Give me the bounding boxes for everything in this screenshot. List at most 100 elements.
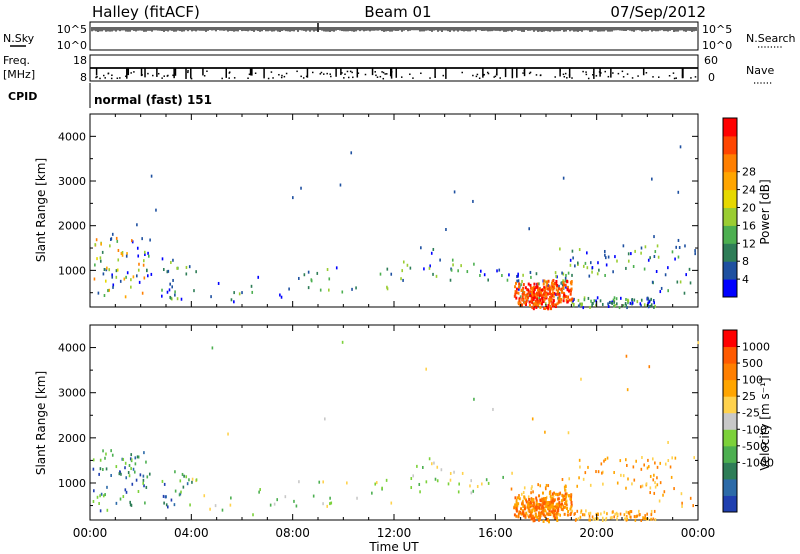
data-cell xyxy=(476,485,479,489)
data-cell xyxy=(650,297,652,301)
nave-point xyxy=(285,72,288,75)
data-cell xyxy=(531,417,534,421)
data-cell xyxy=(257,275,260,279)
nave-point xyxy=(267,77,270,80)
data-cell xyxy=(122,457,125,461)
colorbar-segment xyxy=(723,495,737,513)
data-cell xyxy=(625,486,627,490)
data-cell xyxy=(555,492,558,496)
colorbar-tick-label: 8 xyxy=(742,255,749,268)
data-cell xyxy=(538,517,541,521)
data-cell xyxy=(176,266,178,270)
data-cell xyxy=(521,502,523,506)
data-cell xyxy=(562,279,564,283)
data-cell xyxy=(614,512,616,516)
data-cell xyxy=(600,462,603,466)
data-cell xyxy=(644,517,647,521)
data-cell xyxy=(664,462,667,466)
data-cell xyxy=(472,489,475,493)
data-cell xyxy=(561,271,563,275)
data-cell xyxy=(531,293,534,297)
data-cell xyxy=(571,273,573,277)
data-cell xyxy=(607,305,610,309)
data-cell xyxy=(548,301,551,305)
data-cell xyxy=(191,477,194,481)
data-cell xyxy=(591,302,594,306)
data-cell xyxy=(183,474,185,478)
data-cell xyxy=(553,499,556,503)
data-cell xyxy=(548,509,551,513)
data-cell xyxy=(182,485,185,489)
data-cell xyxy=(472,199,474,203)
data-cell xyxy=(522,514,525,518)
data-cell xyxy=(535,508,538,512)
data-cell xyxy=(429,264,431,268)
data-cell xyxy=(591,515,594,519)
data-cell xyxy=(558,284,560,288)
data-cell xyxy=(555,506,558,510)
data-cell xyxy=(529,283,532,287)
nave-point xyxy=(554,76,556,78)
data-cell xyxy=(112,283,115,287)
nave-point xyxy=(119,77,121,79)
data-cell xyxy=(530,286,533,290)
data-cell xyxy=(627,301,629,305)
data-cell xyxy=(533,282,536,286)
nave-point xyxy=(539,74,542,76)
data-cell xyxy=(595,303,597,307)
data-cell xyxy=(562,504,565,508)
data-cell xyxy=(524,515,527,519)
data-cell xyxy=(653,509,656,513)
data-cell xyxy=(639,302,642,306)
data-cell xyxy=(526,505,529,509)
data-cell xyxy=(645,482,648,486)
data-cell xyxy=(614,304,616,308)
data-cell xyxy=(130,467,132,471)
data-cell xyxy=(534,507,536,511)
data-cell xyxy=(96,495,99,499)
nave-point xyxy=(562,73,565,76)
data-cell xyxy=(635,459,637,463)
data-cell xyxy=(534,301,537,305)
data-cell xyxy=(596,296,599,300)
data-cell xyxy=(641,484,644,488)
data-cell xyxy=(528,227,531,231)
beam-title: Beam 01 xyxy=(364,3,431,21)
data-cell xyxy=(653,473,655,477)
data-cell xyxy=(624,302,627,306)
data-cell xyxy=(457,269,459,273)
data-cell xyxy=(544,500,547,504)
data-cell xyxy=(647,517,649,521)
data-cell xyxy=(603,510,606,514)
data-cell xyxy=(547,520,550,524)
colorbar-segment xyxy=(723,207,737,226)
data-cell xyxy=(650,513,653,517)
data-cell xyxy=(624,517,626,521)
data-cell xyxy=(546,292,549,296)
nave-point xyxy=(206,70,208,73)
data-cell xyxy=(541,491,544,495)
colorbar-segment xyxy=(723,429,737,447)
data-cell xyxy=(165,495,167,499)
colorbar-segment xyxy=(723,189,737,208)
data-cell xyxy=(147,254,150,258)
data-cell xyxy=(551,281,554,285)
data-cell xyxy=(563,295,566,299)
data-cell xyxy=(568,477,571,481)
data-cell xyxy=(543,298,546,302)
data-cell xyxy=(521,502,524,506)
nave-point xyxy=(254,72,257,74)
data-cell xyxy=(523,290,526,294)
data-cell xyxy=(214,504,217,508)
colorbar-segment xyxy=(723,261,737,280)
nave-point xyxy=(326,72,328,75)
nave-point xyxy=(592,71,595,73)
data-cell xyxy=(556,302,559,306)
data-cell xyxy=(569,263,572,267)
data-cell xyxy=(131,240,134,244)
data-cell xyxy=(318,480,321,484)
data-cell xyxy=(593,299,596,303)
data-cell xyxy=(588,274,591,278)
data-cell xyxy=(606,456,609,460)
data-cell xyxy=(680,492,683,496)
